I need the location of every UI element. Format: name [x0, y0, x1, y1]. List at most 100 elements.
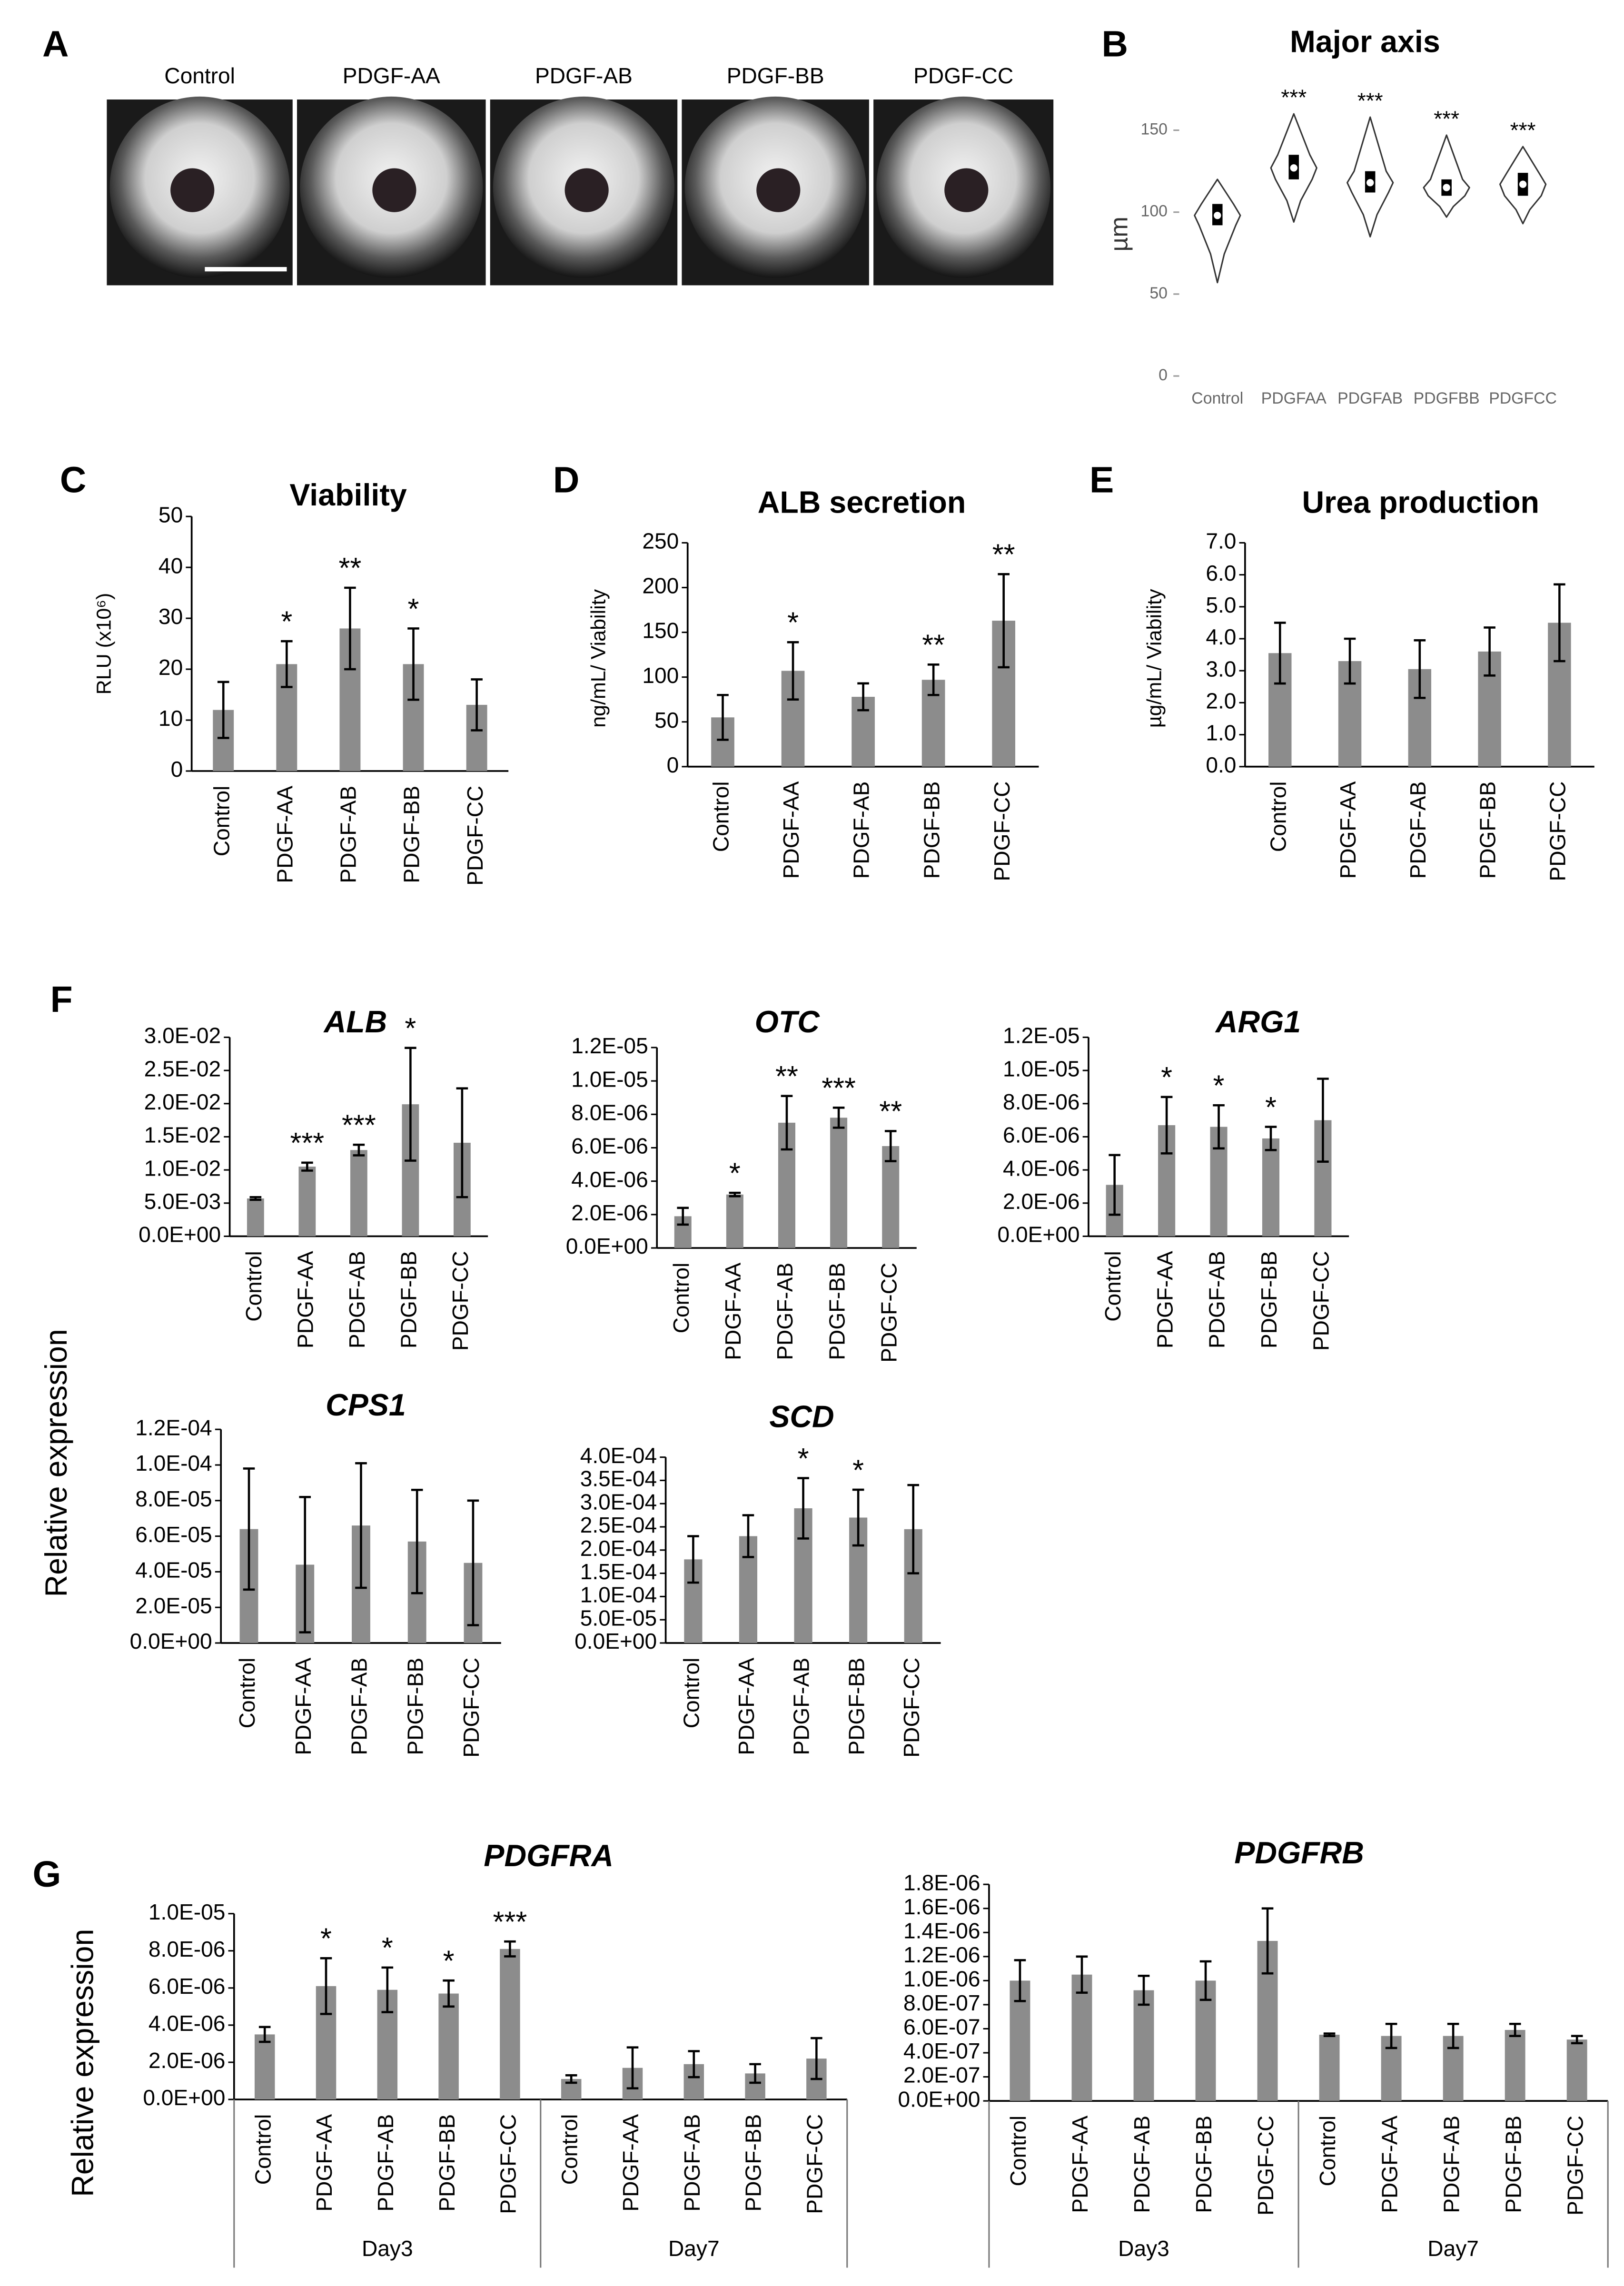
chart-title: PDGFRA	[484, 1839, 614, 1873]
error-bar	[729, 1191, 741, 1197]
significance: *	[798, 1442, 809, 1475]
significance: ***	[822, 1072, 856, 1105]
chart-title: CPS1	[326, 1388, 406, 1422]
violin-median	[1290, 164, 1297, 172]
bar	[298, 1167, 316, 1237]
y-tick-label: 2.5E-02	[144, 1056, 221, 1081]
y-tick-label: 6.0E-06	[149, 1974, 225, 1999]
x-tick-label: PDGF-CC	[802, 2114, 827, 2214]
error-bar	[811, 2037, 822, 2080]
y-tick-label: 2.0E-04	[580, 1536, 657, 1561]
y-tick-label: 1.0E-05	[149, 1900, 225, 1924]
chart-title: OTC	[755, 1005, 821, 1039]
error-bar	[353, 1143, 365, 1157]
x-tick-label: PDGF-AB	[772, 1263, 797, 1360]
y-tick-label: 150	[642, 618, 679, 643]
y-tick-label: 5.0E-03	[144, 1189, 221, 1214]
x-tick-label: PDGF-AA	[293, 1251, 318, 1348]
error-bar	[797, 1477, 809, 1540]
y-tick-label: 6.0E-06	[571, 1134, 648, 1158]
x-tick-label: PDGF-AB	[1439, 2116, 1464, 2213]
chart: SCD 0.0E+005.0E-051.0E-041.5E-042.0E-042.…	[574, 1400, 941, 1758]
group-label: Day3	[1118, 2236, 1169, 2261]
spheroid	[944, 168, 989, 212]
x-tick-label: PDGF-AA	[312, 2114, 337, 2212]
significance: *	[408, 593, 419, 625]
error-bar	[927, 663, 940, 696]
y-tick-label: 0.0E+00	[143, 2085, 225, 2110]
x-tick-label: PDGF-AB	[347, 1658, 372, 1755]
chart: E Urea production µg/mL/ Viability 0.0 1.0 2.…	[1089, 460, 1594, 881]
error-bar	[355, 1462, 367, 1589]
x-tick-label: Control	[250, 2114, 275, 2185]
x-tick-label: PDGF-BB	[396, 1251, 421, 1348]
error-bar	[471, 678, 483, 732]
y-tick-label: 4.0E-04	[580, 1443, 657, 1468]
y-tick-label: 50	[158, 502, 183, 527]
y-tick-label: 1.8E-06	[903, 1870, 980, 1895]
y-tick-label: 1.0E-06	[903, 1967, 980, 1991]
error-bar	[407, 627, 419, 701]
x-tick-label: Control	[241, 1251, 266, 1322]
x-tick-label: PDGF-BB	[741, 2114, 766, 2212]
y-tick-label: 1.2E-05	[571, 1033, 648, 1058]
error-bar	[467, 1499, 479, 1626]
y-tick-label: 1.0	[1206, 721, 1236, 745]
error-bar	[1138, 1974, 1150, 2006]
y-tick-label: 5.0	[1206, 593, 1236, 617]
significance: ***	[1357, 89, 1383, 113]
bar	[438, 1993, 459, 2100]
y-tick-label: 5.0E-05	[580, 1605, 657, 1630]
image-title: PDGF-CC	[913, 63, 1013, 88]
y-tick-label: 0.0E+00	[566, 1234, 648, 1258]
y-tick-label: 1.0E-02	[144, 1156, 221, 1180]
group-label: Day3	[362, 2236, 413, 2261]
chart: CPS1 0.0E+00 2.0E-05 4.0E-05 6.0E-05 8.0E-05 1…	[130, 1388, 501, 1758]
error-bar	[217, 681, 229, 739]
chart-title: Major axis	[1290, 24, 1440, 59]
significance: **	[775, 1060, 798, 1093]
y-tick-label: 1.0E-05	[571, 1067, 648, 1091]
y-tick-label: 4.0E-06	[149, 2011, 225, 2036]
bar	[1505, 2030, 1525, 2101]
y-tick-label: 250	[642, 529, 679, 554]
x-tick-label: PDGF-AB	[849, 781, 874, 879]
error-bar	[1323, 2032, 1336, 2037]
error-bar	[1199, 1960, 1212, 2001]
error-bar	[907, 1484, 920, 1574]
x-tick-label: Control	[1006, 2116, 1030, 2187]
x-tick-label: PDGF-AA	[1336, 781, 1360, 879]
error-bar	[1014, 1959, 1026, 2002]
violin-median	[1214, 211, 1221, 219]
error-bar	[1447, 2023, 1459, 2049]
chart: B Major axis µm 0 50 100 150 Control PDGFAA PDGFA…	[1102, 24, 1557, 407]
y-tick-label: 4.0	[1206, 624, 1236, 649]
x-tick-label: PDGF-CC	[1309, 1251, 1334, 1351]
error-bar	[411, 1489, 423, 1594]
group-label: Day7	[1427, 2236, 1479, 2261]
y-tick-label: 50	[1149, 284, 1168, 302]
chart: G PDGFRA Relative expression 0.0E+00 2.0E-06…	[32, 1839, 848, 2268]
y-tick-label: 150	[1141, 120, 1168, 139]
chart: C Viability RLU (x10⁶) 0 10 20 30 40 50 Control PD…	[60, 460, 509, 886]
y-tick-label: 2.0E-06	[1003, 1189, 1079, 1214]
x-tick-label: Control	[709, 781, 733, 852]
x-tick-label: PDGFBB	[1414, 389, 1480, 407]
error-bar	[320, 1957, 332, 2015]
x-tick-label: PDGF-AA	[779, 781, 803, 879]
x-tick-label: PDGFCC	[1489, 389, 1557, 407]
x-tick-label: PDGF-AB	[1129, 2116, 1154, 2213]
error-bar	[832, 1106, 845, 1129]
x-tick-label: PDGF-AA	[618, 2114, 643, 2212]
significance: **	[339, 552, 362, 584]
x-tick-label: PDGF-BB	[403, 1658, 427, 1755]
significance: ***	[342, 1109, 376, 1142]
significance: ***	[1434, 106, 1459, 131]
error-bar	[381, 1966, 394, 2013]
x-tick-label: PDGF-BB	[919, 781, 944, 879]
error-bar	[1213, 1104, 1225, 1150]
y-tick-label: 3.0	[1206, 656, 1236, 681]
group-label: Day7	[668, 2236, 720, 2261]
bar	[1319, 2035, 1340, 2101]
